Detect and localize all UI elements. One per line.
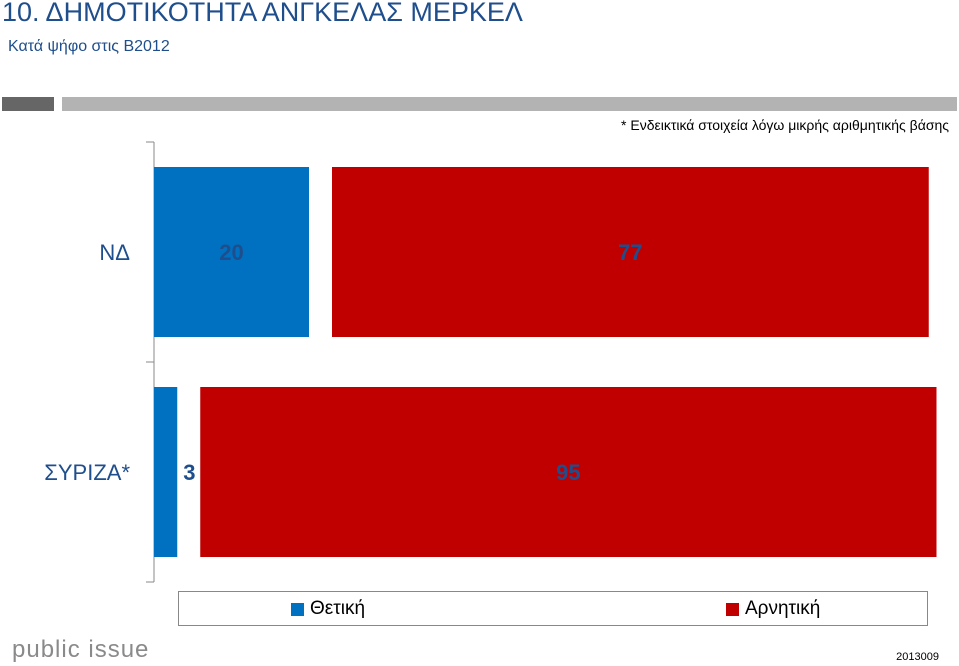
legend-label-positive: Θετική (310, 598, 366, 619)
brand-logo: public issue (12, 636, 150, 663)
bar-positive (154, 387, 178, 557)
bar-positive (154, 167, 309, 337)
legend-label-negative: Αρνητική (745, 598, 821, 619)
data-label: 95 (556, 460, 580, 485)
bar-negative (200, 387, 937, 557)
category-label: ΣΥΡΙΖΑ* (44, 460, 130, 485)
chart-legend: Θετική Αρνητική (178, 591, 928, 626)
header-divider-light (62, 97, 957, 111)
category-label: ΝΔ (99, 240, 130, 265)
header-divider-dark (2, 97, 54, 111)
legend-swatch-negative (726, 602, 739, 616)
data-label: 20 (219, 240, 243, 265)
data-label: 77 (618, 240, 642, 265)
survey-code: 2013009 (896, 651, 939, 663)
legend-item-negative: Αρνητική (726, 598, 820, 620)
bar-negative (332, 167, 929, 337)
sample-note: * Ενδεικτικά στοιχεία λόγω μικρής αριθμη… (621, 117, 949, 133)
page-subtitle: Κατά ψήφο στις Β2012 (8, 38, 170, 55)
legend-item-positive: Θετική (291, 598, 365, 620)
data-label: 3 (183, 460, 195, 485)
page-title: 10. ΔΗΜΟΤΙΚΟΤΗΤΑ ΑΝΓΚΕΛΑΣ ΜΕΡΚΕΛ (2, 0, 523, 27)
legend-swatch-positive (291, 602, 304, 616)
